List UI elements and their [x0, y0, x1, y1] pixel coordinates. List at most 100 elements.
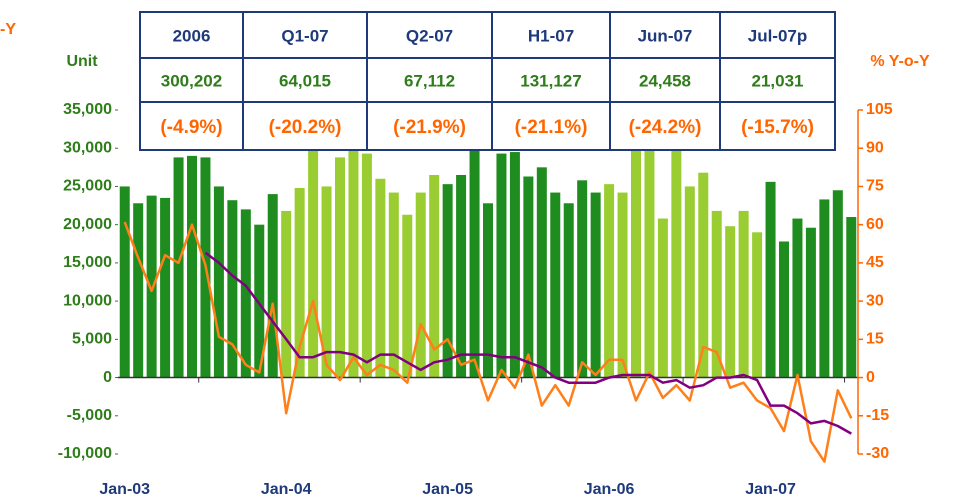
- bar: [536, 167, 547, 378]
- y-tick-label: -5,000: [67, 407, 112, 424]
- bar: [657, 218, 668, 378]
- table-bg: [139, 11, 836, 151]
- table-cell: Jun-07: [638, 26, 693, 45]
- bar: [456, 174, 467, 378]
- table-cell: H1-07: [528, 26, 574, 45]
- x-tick-label: Jan-03: [99, 481, 150, 498]
- table-cell: 131,127: [520, 71, 581, 90]
- x-tick-label: Jan-07: [745, 481, 796, 498]
- bar: [805, 227, 816, 378]
- bar: [267, 194, 278, 378]
- bar: [227, 200, 238, 378]
- y2-tick-label: 105: [866, 101, 893, 118]
- bar: [213, 186, 224, 378]
- bar: [415, 192, 426, 378]
- bar: [402, 214, 413, 378]
- bar: [442, 184, 453, 378]
- bar: [281, 210, 292, 378]
- y2-tick-label: 15: [866, 331, 884, 348]
- bar: [792, 218, 803, 378]
- table-cell: Q1-07: [281, 26, 328, 45]
- bar: [819, 199, 830, 378]
- table-cell: 67,112: [404, 71, 455, 90]
- bar: [375, 178, 386, 378]
- y2-tick-label: 75: [866, 178, 884, 195]
- y-tick-label: 25,000: [63, 178, 112, 195]
- bar: [563, 203, 574, 378]
- bar: [631, 142, 641, 378]
- bar: [577, 180, 588, 378]
- bar: [711, 210, 722, 378]
- line-series: [204, 251, 852, 435]
- bar: [604, 184, 615, 378]
- bar: [644, 129, 655, 378]
- bar: [483, 203, 493, 378]
- left-note: -Y: [0, 21, 16, 38]
- x-tick-label: Jan-05: [422, 481, 473, 498]
- bar: [698, 172, 709, 378]
- y2-axis-label: % Y-o-Y: [870, 53, 930, 70]
- y2-tick-label: -30: [866, 445, 889, 462]
- y2-tick-label: 45: [866, 254, 884, 271]
- y-tick-label: 30,000: [63, 139, 112, 156]
- y2-tick-label: 30: [866, 292, 884, 309]
- y-tick-label: 10,000: [63, 292, 112, 309]
- y-tick-label: 35,000: [63, 101, 112, 118]
- table-cell: 300,202: [161, 71, 222, 90]
- bar: [160, 197, 171, 378]
- bar: [523, 176, 534, 378]
- bar: [846, 217, 857, 378]
- table-cell: (-21.9%): [393, 117, 466, 138]
- bar: [254, 224, 265, 378]
- y-tick-label: 5,000: [72, 331, 112, 348]
- bar: [361, 153, 372, 378]
- bar: [725, 226, 736, 378]
- bar: [348, 140, 359, 378]
- bar: [779, 241, 789, 378]
- y2-tick-label: 60: [866, 216, 884, 233]
- table-cell: (-20.2%): [269, 117, 342, 138]
- table-cell: (-24.2%): [629, 117, 702, 138]
- bar: [684, 186, 695, 378]
- table-cell: (-21.1%): [515, 117, 588, 138]
- table-cell: Jul-07p: [748, 26, 808, 45]
- bar: [832, 190, 843, 378]
- bar: [321, 186, 332, 378]
- bar: [133, 203, 144, 378]
- bar: [617, 192, 628, 378]
- table-cell: Q2-07: [406, 26, 453, 45]
- table-cell: (-4.9%): [160, 117, 222, 138]
- table-cell: 21,031: [752, 71, 804, 90]
- bar: [765, 181, 776, 378]
- bar: [294, 187, 305, 378]
- bar: [187, 155, 197, 378]
- bar: [738, 210, 749, 378]
- table-cell: 24,458: [639, 71, 691, 90]
- y2-tick-label: 90: [866, 139, 884, 156]
- y-tick-label: 15,000: [63, 254, 112, 271]
- bar: [550, 192, 561, 378]
- bar: [469, 132, 480, 378]
- bar: [308, 142, 319, 378]
- y-tick-label: -10,000: [58, 445, 112, 462]
- bar: [429, 174, 440, 378]
- bar: [496, 153, 507, 378]
- y-tick-label: 20,000: [63, 216, 112, 233]
- bar: [240, 209, 251, 378]
- bar: [335, 157, 345, 378]
- bar: [388, 192, 399, 378]
- table-cell: (-15.7%): [741, 117, 814, 138]
- y2-tick-label: -15: [866, 407, 889, 424]
- bar: [671, 129, 682, 378]
- y-tick-label: 0: [103, 369, 112, 386]
- bar: [752, 232, 763, 378]
- x-tick-label: Jan-04: [261, 481, 312, 498]
- x-tick-label: Jan-06: [584, 481, 635, 498]
- y-axis-label: Unit: [66, 53, 98, 70]
- table-cell: 2006: [173, 26, 211, 45]
- y2-tick-label: 0: [866, 369, 875, 386]
- bar: [173, 157, 184, 378]
- table-cell: 64,015: [279, 71, 331, 90]
- bar: [509, 152, 520, 378]
